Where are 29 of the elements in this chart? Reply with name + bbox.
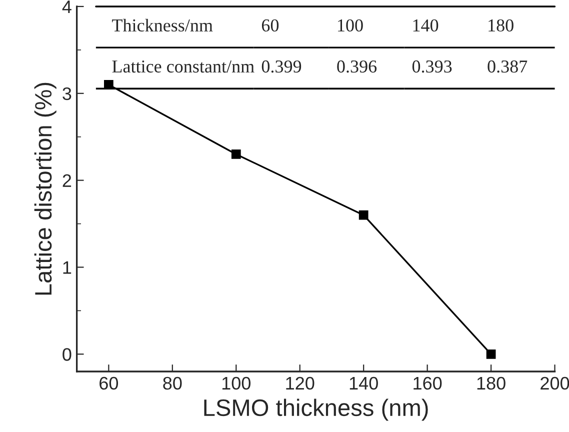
y-tick-label: 1: [63, 261, 72, 274]
annotation: Lattice constant/nm: [112, 60, 254, 73]
annotation: 0.393: [412, 60, 452, 73]
x-tick-label: 100: [222, 376, 250, 390]
point: [358, 210, 368, 220]
annotation: 140: [413, 19, 438, 32]
annotation: 0.399: [262, 60, 302, 73]
y-tick-label: 2: [62, 174, 72, 187]
x-tick-label: 140: [350, 376, 378, 390]
annotation: Thickness/nm: [112, 18, 213, 32]
annotation: 60: [262, 19, 279, 32]
x-tick-label: 60: [100, 376, 118, 390]
annotation: 0.387: [488, 60, 528, 73]
annotation: 0.396: [337, 60, 377, 73]
y-tick-label: 3: [62, 87, 72, 100]
point: [486, 349, 496, 359]
x-tick-label: 180: [477, 376, 506, 390]
y-axis-title: Lattice distortion (%): [34, 82, 56, 295]
annotation: 180: [488, 19, 514, 32]
point: [104, 80, 114, 90]
x-tick-label: 80: [163, 376, 182, 390]
x-tick-label: 200: [540, 376, 569, 390]
point: [231, 150, 241, 159]
annotation: 100: [338, 19, 363, 32]
y-tick-label: 0: [62, 348, 72, 361]
x-tick-label: 120: [286, 376, 314, 390]
y-tick-label: 4: [62, 0, 72, 14]
x-tick-label: 160: [414, 376, 442, 390]
x-axis-title: LSMO thickness (nm): [204, 398, 428, 421]
